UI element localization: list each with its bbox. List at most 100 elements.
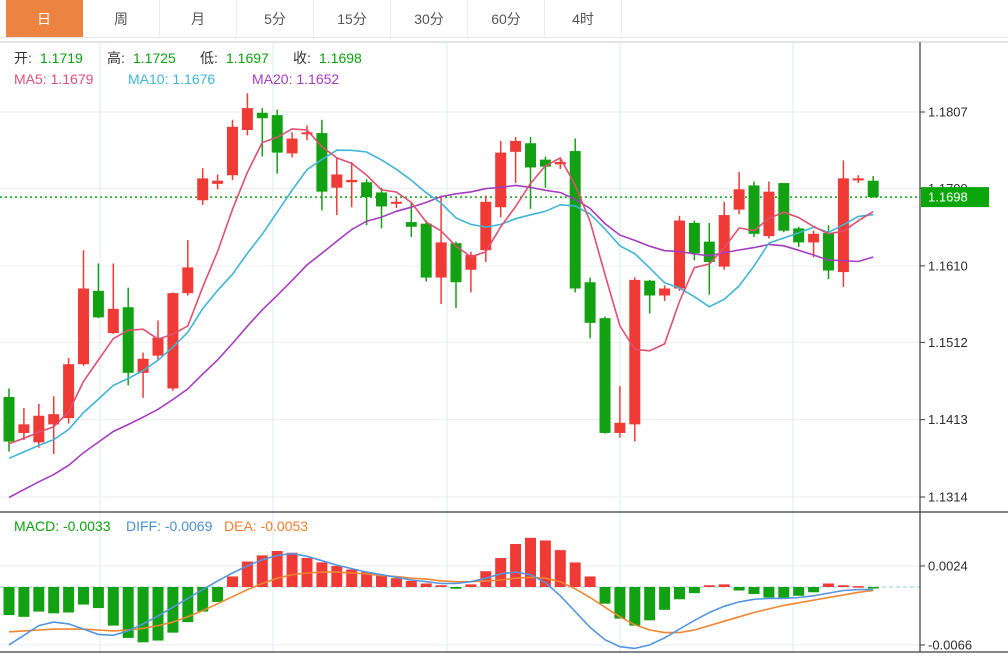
candle-body xyxy=(778,183,790,231)
tab-60min[interactable]: 60分 xyxy=(468,0,545,37)
macd-hist-bar xyxy=(659,587,671,610)
macd-hist-bar xyxy=(465,584,477,587)
tab-month[interactable]: 月 xyxy=(160,0,237,37)
candle-body xyxy=(376,192,387,207)
current-price-badge xyxy=(921,187,989,208)
macd-hist-bar xyxy=(227,576,238,587)
macd-hist-bar xyxy=(167,587,179,633)
price-axis-label: 1.1413 xyxy=(928,412,968,427)
candle-body xyxy=(331,174,343,188)
ma-legend-ma5: MA5: 1.1679 xyxy=(14,71,94,87)
ohlc-legend-label-high: 高: xyxy=(107,50,125,66)
ohlc-legend-value-low: 1.1697 xyxy=(226,50,269,66)
tab-15min[interactable]: 15分 xyxy=(314,0,391,37)
candle-body xyxy=(584,282,596,323)
candle-body xyxy=(703,241,715,262)
macd-hist-bar xyxy=(703,585,715,587)
diff-line xyxy=(8,552,874,650)
candle-body xyxy=(63,364,75,419)
macd-hist-bar xyxy=(390,578,402,587)
candle-body xyxy=(793,228,805,243)
candle-body xyxy=(823,233,834,271)
macd-hist-bar xyxy=(495,558,507,587)
tab-4hour[interactable]: 4时 xyxy=(545,0,622,37)
macd-hist-bar xyxy=(599,587,611,604)
candle-body xyxy=(733,189,745,210)
macd-hist-bar xyxy=(808,587,820,593)
macd-hist-bar xyxy=(376,575,387,587)
tab-5min[interactable]: 5分 xyxy=(237,0,314,37)
timeframe-toolbar: 日周月 5分 15分 30分 60分 4时 xyxy=(0,0,1008,38)
ma20-line xyxy=(8,184,874,499)
macd-hist-bar xyxy=(405,580,417,587)
tab-day[interactable]: 日 xyxy=(6,0,83,37)
candle-body xyxy=(182,267,194,294)
macd-hist-bar xyxy=(510,543,522,587)
macd-hist-bar xyxy=(107,587,119,626)
candle-body xyxy=(674,220,685,289)
macd-hist-bar xyxy=(763,587,775,598)
macd-hist-bar xyxy=(3,587,15,616)
macd-hist-bar xyxy=(420,583,432,587)
ohlc-legend-value-close: 1.1698 xyxy=(319,50,362,66)
macd-hist-bar xyxy=(584,576,596,587)
chart-canvas[interactable]: 1.18071.17091.16101.15121.14131.13140.00… xyxy=(0,38,1008,658)
candle-body xyxy=(346,179,358,183)
macd-hist-bar xyxy=(748,587,760,595)
macd-hist-bar xyxy=(569,562,581,587)
candle-body xyxy=(271,115,283,153)
macd-hist-bar xyxy=(197,587,209,612)
macd-hist-bar xyxy=(867,587,879,589)
candle-body xyxy=(286,138,298,154)
candle-body xyxy=(644,280,656,296)
macd-hist-bar xyxy=(286,552,298,587)
macd-legend-diff: DIFF: -0.0069 xyxy=(126,518,213,534)
candle-body xyxy=(554,161,566,165)
ma10-line xyxy=(8,149,874,460)
candle-body xyxy=(599,318,611,433)
candle-body xyxy=(78,288,89,365)
macd-hist-bar xyxy=(122,587,134,638)
candle-body xyxy=(629,279,641,425)
ohlc-legend-label-low: 低: xyxy=(200,50,218,66)
ohlc-legend-value-open: 1.1719 xyxy=(40,50,83,66)
price-axis-label: 1.1807 xyxy=(928,105,968,120)
candle-body xyxy=(659,288,671,296)
tab-30min[interactable]: 30分 xyxy=(391,0,468,37)
candle-body xyxy=(227,126,238,176)
macd-hist-bar xyxy=(92,587,104,609)
macd-hist-bar xyxy=(554,550,566,587)
candle-body xyxy=(152,337,164,356)
macd-hist-bar xyxy=(182,587,194,623)
ma-legend-ma10: MA10: 1.1676 xyxy=(128,71,215,87)
price-axis-label: 1.1314 xyxy=(928,489,968,504)
candle-body xyxy=(525,143,536,168)
macd-legend-dea: DEA: -0.0053 xyxy=(224,518,308,534)
kline-chart[interactable]: 1.18071.17091.16101.15121.14131.13140.00… xyxy=(0,38,1008,658)
macd-hist-bar xyxy=(688,587,700,594)
tab-week[interactable]: 周 xyxy=(83,0,160,37)
macd-hist-bar xyxy=(525,537,536,587)
macd-hist-bar xyxy=(256,555,268,587)
macd-hist-bar xyxy=(823,583,834,587)
ma5-line xyxy=(8,128,874,445)
macd-hist-bar xyxy=(33,587,45,612)
macd-hist-bar xyxy=(271,551,283,587)
candle-body xyxy=(808,233,820,243)
candle-body xyxy=(510,140,522,152)
macd-hist-bar xyxy=(793,587,805,596)
candle-body xyxy=(18,424,30,433)
candle-body xyxy=(405,222,417,227)
candle-body xyxy=(748,185,760,234)
candle-body xyxy=(107,308,119,333)
candle-body xyxy=(197,178,209,201)
candle-body xyxy=(495,152,507,208)
macd-hist-bar xyxy=(18,587,30,617)
macd-hist-bar xyxy=(614,587,626,619)
macd-hist-bar xyxy=(778,587,790,599)
macd-hist-bar xyxy=(78,587,89,605)
candle-body xyxy=(301,132,313,135)
ohlc-legend-label-close: 收: xyxy=(293,50,311,66)
candle-body xyxy=(390,201,402,204)
